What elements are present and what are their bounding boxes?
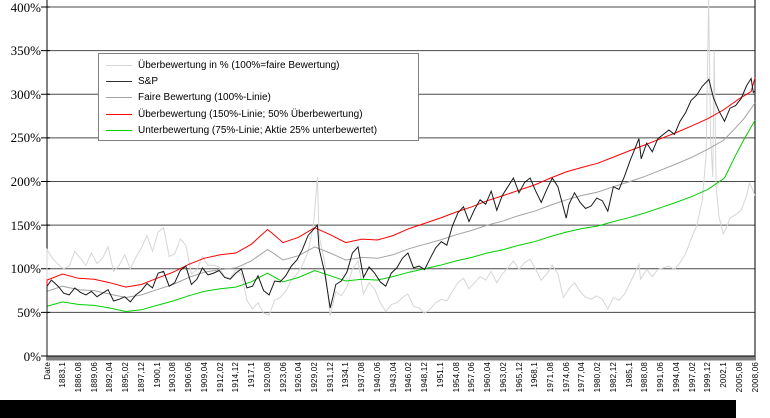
series-line-0 <box>46 0 756 356</box>
legend-line-swatch <box>106 64 132 66</box>
y-axis-label: 0% <box>23 348 41 364</box>
legend-line-swatch <box>106 130 132 132</box>
legend-label: S&P <box>138 76 159 88</box>
legend-label: Faire Bewertung (100%-Linie) <box>138 92 271 104</box>
y-axis-label: 100% <box>10 261 41 277</box>
y-axis-label: 250% <box>10 130 41 146</box>
legend-line-swatch <box>106 113 132 115</box>
y-axis-label: 150% <box>10 217 41 233</box>
y-axis-label: 200% <box>10 174 41 189</box>
series-line-2 <box>46 120 756 356</box>
legend-line-swatch <box>106 81 132 83</box>
x-axis-label: 2005,08 <box>734 362 744 393</box>
bottom-black-bar <box>0 400 736 418</box>
chart-legend: Überbewertung in % (100%=faire Bewertung… <box>98 53 419 141</box>
y-axis-label: 400% <box>10 0 41 15</box>
legend-line-swatch <box>106 97 132 99</box>
y-axis-label: 50% <box>17 304 41 320</box>
x-axis-label: 2008,06 <box>750 362 760 393</box>
y-axis-label: 350% <box>10 43 41 59</box>
legend-item-valuation_pct: Überbewertung in % (100%=faire Bewertung… <box>106 57 418 73</box>
legend-label: Unterbewertung (75%-Linie; Aktie 25% unt… <box>138 125 378 137</box>
legend-item-sp: S&P <box>106 73 418 89</box>
legend-item-undervaluation_line: Unterbewertung (75%-Linie; Aktie 25% unt… <box>106 123 418 139</box>
series-line-3 <box>46 77 756 356</box>
legend-item-overvaluation_line: Überbewertung (150%-Linie; 50% Überbewer… <box>106 106 418 122</box>
legend-label: Überbewertung (150%-Linie; 50% Überbewer… <box>138 108 363 120</box>
y-axis-label: 300% <box>10 86 41 102</box>
legend-label: Überbewertung in % (100%=faire Bewertung… <box>138 59 340 71</box>
legend-item-fair_value: Faire Bewertung (100%-Linie) <box>106 90 418 106</box>
series-line-4 <box>46 77 756 356</box>
series-line-1 <box>46 102 756 356</box>
